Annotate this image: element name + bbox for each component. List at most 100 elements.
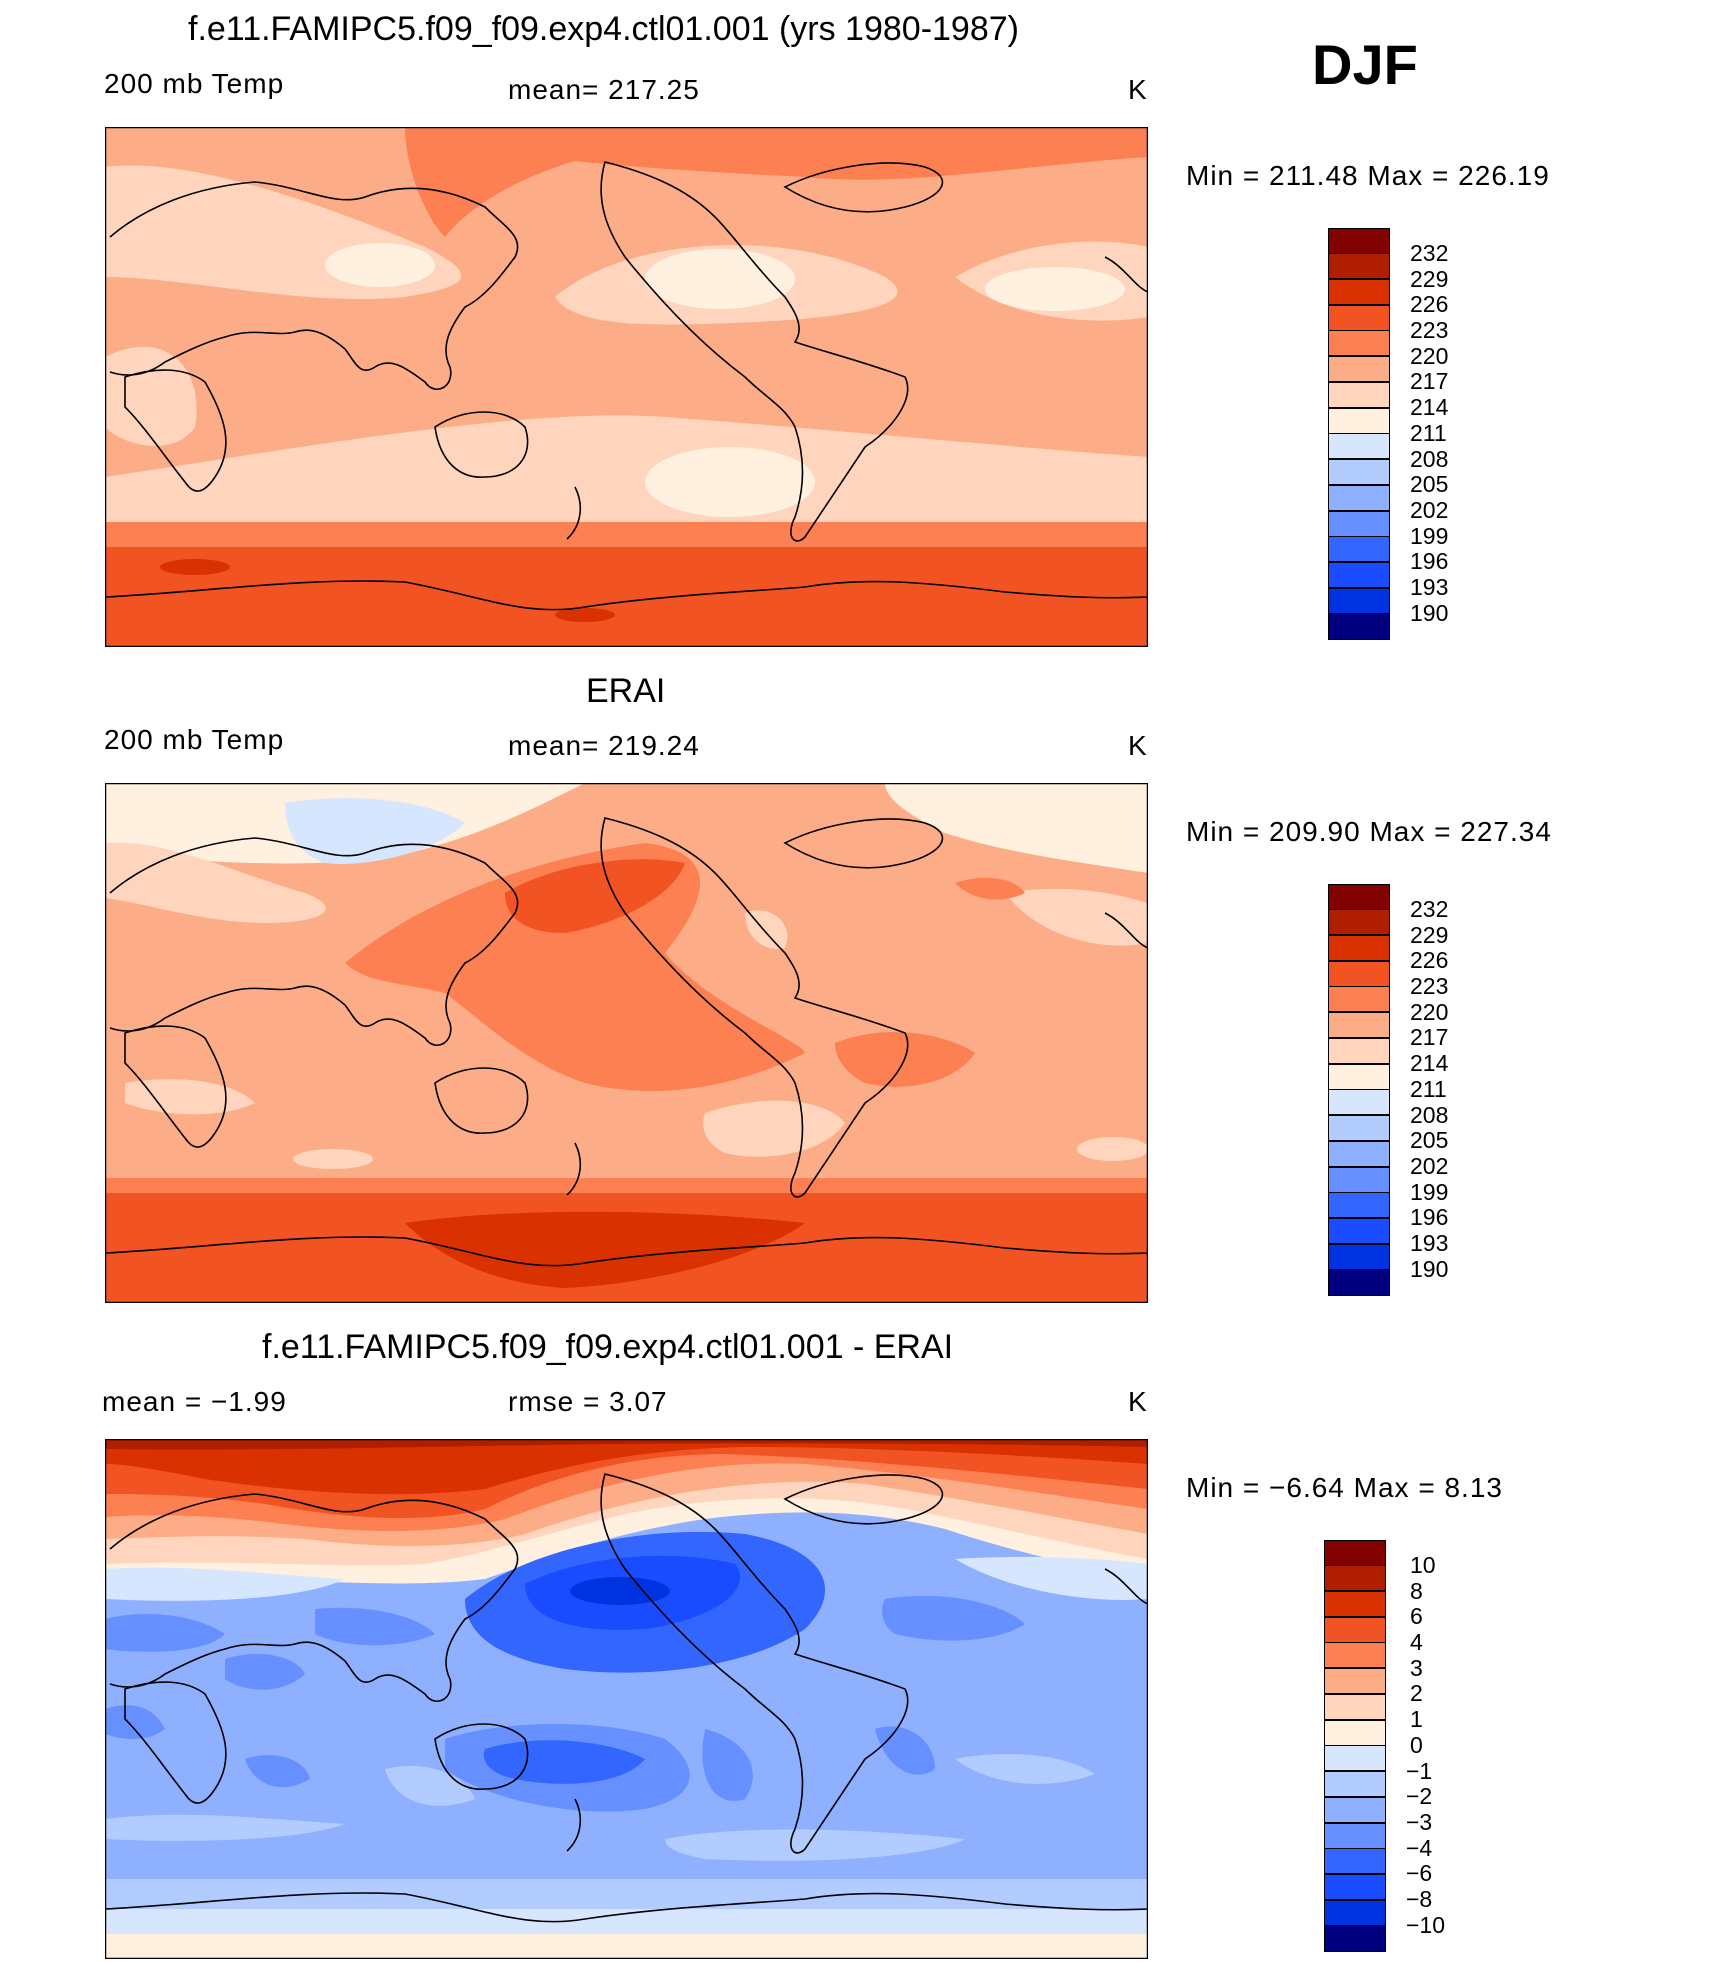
panel3-colorbar-tick: 8 xyxy=(1410,1578,1423,1604)
panel2-colorbar-swatch xyxy=(1328,1038,1390,1064)
panel2-colorbar-tick: 223 xyxy=(1410,973,1449,999)
panel3-colorbar-tick: −1 xyxy=(1406,1758,1433,1784)
panel1-colorbar-tick: 205 xyxy=(1410,471,1449,497)
panel1-colorbar-swatch xyxy=(1328,305,1390,331)
panel3-colorbar-tick: 10 xyxy=(1410,1552,1436,1578)
panel3-colorbar-tick: −3 xyxy=(1406,1809,1433,1835)
panel3-colorbar-tick: 3 xyxy=(1410,1655,1423,1681)
panel3-colorbar-swatch xyxy=(1324,1771,1386,1797)
panel1-colorbar-tick: 196 xyxy=(1410,548,1449,574)
panel3-colorbar-swatch xyxy=(1324,1694,1386,1720)
panel3-colorbar-tick: −2 xyxy=(1406,1783,1433,1809)
panel1-colorbar-swatch xyxy=(1328,588,1390,614)
panel1-mean-label: mean= 217.25 xyxy=(508,74,700,105)
panel2-colorbar-swatch xyxy=(1328,1167,1390,1193)
panel1-colorbar-swatch xyxy=(1328,279,1390,305)
panel2-colorbar-tick: 229 xyxy=(1410,922,1449,948)
panel2-colorbar-swatch xyxy=(1328,1218,1390,1244)
panel3-colorbar-swatch xyxy=(1324,1668,1386,1694)
panel2-colorbar-swatch xyxy=(1328,1012,1390,1038)
panel1-colorbar-swatch xyxy=(1328,408,1390,434)
panel3-colorbar-swatch xyxy=(1324,1745,1386,1771)
panel3-colorbar-tick: 0 xyxy=(1410,1732,1423,1758)
panel2-colorbar-swatch xyxy=(1328,1064,1390,1090)
panel3-title: f.e11.FAMIPC5.f09_f09.exp4.ctl01.001 - E… xyxy=(262,1328,954,1366)
panel3-colorbar-swatch xyxy=(1324,1540,1386,1566)
panel2-colorbar-tick: 205 xyxy=(1410,1127,1449,1153)
panel2-colorbar-swatch xyxy=(1328,935,1390,961)
panel1-colorbar-tick: 202 xyxy=(1410,497,1449,523)
panel1-colorbar-swatch xyxy=(1328,382,1390,408)
panel2-colorbar-tick: 226 xyxy=(1410,947,1449,973)
panel2-colorbar-tick: 202 xyxy=(1410,1153,1449,1179)
panel2-colorbar-tick: 214 xyxy=(1410,1050,1449,1076)
panel2-variable-label: 200 mb Temp xyxy=(104,724,285,755)
panel1-map xyxy=(105,127,1148,647)
panel2-title: ERAI xyxy=(586,672,666,710)
panel1-colorbar-swatch xyxy=(1328,433,1390,459)
panel3-colorbar-swatch xyxy=(1324,1874,1386,1900)
panel1-colorbar-tick: 226 xyxy=(1410,291,1449,317)
panel3-colorbar-tick: 4 xyxy=(1410,1629,1423,1655)
panel3-minmax: Min = −6.64 Max = 8.13 xyxy=(1186,1472,1503,1503)
panel2-colorbar-tick: 193 xyxy=(1410,1230,1449,1256)
panel1-colorbar-swatch xyxy=(1328,253,1390,279)
panel1-colorbar-tick: 214 xyxy=(1410,394,1449,420)
panel3-colorbar-tick: −4 xyxy=(1406,1835,1433,1861)
panel2-mean-label: mean= 219.24 xyxy=(508,730,700,761)
panel2-colorbar-tick: 232 xyxy=(1410,896,1449,922)
panel1-colorbar-swatch xyxy=(1328,562,1390,588)
panel3-colorbar-tick: 2 xyxy=(1410,1680,1423,1706)
panel1-colorbar-tick: 229 xyxy=(1410,266,1449,292)
panel2-colorbar-swatch xyxy=(1328,961,1390,987)
panel2-colorbar-swatch xyxy=(1328,1244,1390,1270)
panel1-colorbar-swatch xyxy=(1328,511,1390,537)
panel2-colorbar-swatch xyxy=(1328,1141,1390,1167)
panel3-colorbar-swatch xyxy=(1324,1642,1386,1668)
panel1-colorbar-swatch xyxy=(1328,613,1390,640)
panel2-colorbar-swatch xyxy=(1328,986,1390,1012)
panel3-colorbar-swatch xyxy=(1324,1900,1386,1926)
panel3-colorbar-swatch xyxy=(1324,1565,1386,1591)
panel2-colorbar-swatch xyxy=(1328,1269,1390,1296)
panel2-colorbar: 232 229 226 223 220 217 214 211 208 205 … xyxy=(1328,884,1448,1296)
panel2-colorbar-tick: 217 xyxy=(1410,1024,1449,1050)
panel1-colorbar-tick: 217 xyxy=(1410,368,1449,394)
panel1-units: K xyxy=(1128,74,1148,105)
panel3-colorbar-swatch xyxy=(1324,1591,1386,1617)
panel2-colorbar-swatch xyxy=(1328,884,1390,910)
panel3-colorbar-tick: 6 xyxy=(1410,1603,1423,1629)
panel3-colorbar-tick: −10 xyxy=(1406,1912,1446,1938)
panel1-colorbar-swatch xyxy=(1328,330,1390,356)
panel3-colorbar-swatch xyxy=(1324,1617,1386,1643)
panel1-colorbar-tick: 211 xyxy=(1410,420,1447,446)
panel1-colorbar-swatch xyxy=(1328,356,1390,382)
panel1-colorbar-tick: 193 xyxy=(1410,574,1449,600)
panel3-colorbar-tick: −6 xyxy=(1406,1860,1433,1886)
panel1-title: f.e11.FAMIPC5.f09_f09.exp4.ctl01.001 (yr… xyxy=(188,10,1019,48)
panel3-colorbar-tick: −8 xyxy=(1406,1886,1433,1912)
panel1-contour-plot xyxy=(105,127,1148,647)
panel1-colorbar-tick: 223 xyxy=(1410,317,1449,343)
panel3-mean-label: mean = −1.99 xyxy=(102,1386,287,1417)
panel3-colorbar-swatch xyxy=(1324,1848,1386,1874)
panel3-colorbar-tick: 1 xyxy=(1410,1706,1423,1732)
panel2-units: K xyxy=(1128,730,1148,761)
panel3-colorbar-swatch xyxy=(1324,1823,1386,1849)
panel3-colorbar-swatch xyxy=(1324,1720,1386,1746)
panel3-colorbar: 10 8 6 4 3 2 1 0 −1 −2 −3 −4 −6 −8 −10 xyxy=(1324,1540,1454,1952)
panel1-colorbar-tick: 199 xyxy=(1410,523,1449,549)
season-label: DJF xyxy=(1312,33,1418,96)
panel1-variable-label: 200 mb Temp xyxy=(104,68,285,99)
panel2-colorbar-tick: 220 xyxy=(1410,999,1449,1025)
panel1-minmax: Min = 211.48 Max = 226.19 xyxy=(1186,160,1550,191)
panel1-colorbar: 232 229 226 223 220 217 214 211 208 205 … xyxy=(1328,228,1448,640)
panel2-colorbar-tick: 190 xyxy=(1410,1256,1449,1282)
panel2-colorbar-swatch xyxy=(1328,909,1390,935)
panel2-colorbar-swatch xyxy=(1328,1115,1390,1141)
panel1-colorbar-swatch xyxy=(1328,536,1390,562)
panel3-colorbar-swatch xyxy=(1324,1925,1386,1952)
panel2-colorbar-tick: 208 xyxy=(1410,1102,1449,1128)
panel2-colorbar-tick: 196 xyxy=(1410,1204,1449,1230)
panel1-colorbar-tick: 190 xyxy=(1410,600,1449,626)
